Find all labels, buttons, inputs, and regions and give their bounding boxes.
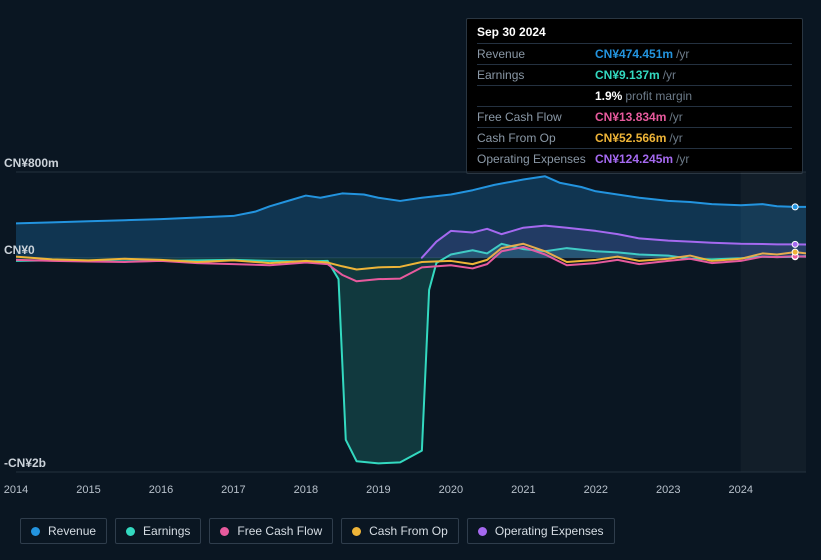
tooltip-pct-label: profit margin	[625, 89, 692, 103]
legend-item-earnings[interactable]: Earnings	[115, 518, 201, 544]
tooltip-row-suffix: /yr	[669, 110, 682, 124]
x-tick-label: 2021	[511, 484, 535, 496]
x-tick-label: 2022	[584, 484, 608, 496]
x-tick-label: 2024	[729, 484, 753, 496]
legend-label: Earnings	[143, 524, 190, 538]
legend-item-free-cash-flow[interactable]: Free Cash Flow	[209, 518, 333, 544]
tooltip-date: Sep 30 2024	[477, 25, 792, 43]
tooltip-row: RevenueCN¥474.451m /yr	[477, 43, 792, 64]
tooltip-row-value: CN¥9.137m	[595, 68, 660, 82]
legend-item-cash-from-op[interactable]: Cash From Op	[341, 518, 459, 544]
legend-label: Free Cash Flow	[237, 524, 322, 538]
tooltip-row-value: CN¥474.451m	[595, 47, 673, 61]
x-tick-label: 2019	[366, 484, 390, 496]
tooltip-row-value: CN¥52.566m	[595, 131, 666, 145]
x-tick-label: 2015	[76, 484, 100, 496]
x-tick-label: 2020	[439, 484, 463, 496]
legend-item-operating-expenses[interactable]: Operating Expenses	[467, 518, 615, 544]
tooltip-row: Free Cash FlowCN¥13.834m /yr	[477, 106, 792, 127]
y-tick-label: CN¥0	[4, 243, 35, 257]
tooltip-row-value: CN¥13.834m	[595, 110, 666, 124]
x-tick-label: 2017	[221, 484, 245, 496]
x-axis-labels: 2014201520162017201820192020202120222023…	[16, 484, 806, 504]
legend-swatch	[352, 527, 361, 536]
tooltip-row-suffix: /yr	[676, 47, 689, 61]
legend-label: Cash From Op	[369, 524, 448, 538]
y-tick-label: -CN¥2b	[4, 456, 46, 470]
financials-chart[interactable]	[16, 160, 806, 490]
x-tick-label: 2014	[4, 484, 28, 496]
tooltip-row-label: Earnings	[477, 68, 595, 82]
x-tick-label: 2016	[149, 484, 173, 496]
tooltip-row-label: Free Cash Flow	[477, 110, 595, 124]
legend-swatch	[31, 527, 40, 536]
tooltip-row: EarningsCN¥9.137m /yr	[477, 64, 792, 85]
x-tick-label: 2023	[656, 484, 680, 496]
y-tick-label: CN¥800m	[4, 156, 59, 170]
chart-tooltip: Sep 30 2024 RevenueCN¥474.451m /yrEarnin…	[466, 18, 803, 174]
chart-legend: Revenue Earnings Free Cash Flow Cash From O…	[20, 518, 615, 544]
tooltip-row-label: Revenue	[477, 47, 595, 61]
legend-swatch	[126, 527, 135, 536]
tooltip-row: 1.9% profit margin	[477, 85, 792, 106]
tooltip-row-label	[477, 89, 595, 103]
tooltip-rows: RevenueCN¥474.451m /yrEarningsCN¥9.137m …	[477, 43, 792, 169]
tooltip-pct: 1.9%	[595, 89, 622, 103]
legend-label: Revenue	[48, 524, 96, 538]
x-tick-label: 2018	[294, 484, 318, 496]
tooltip-row-suffix: /yr	[669, 131, 682, 145]
tooltip-row-suffix: /yr	[663, 68, 676, 82]
chart-svg	[16, 160, 806, 480]
legend-item-revenue[interactable]: Revenue	[20, 518, 107, 544]
legend-swatch	[220, 527, 229, 536]
legend-swatch	[478, 527, 487, 536]
tooltip-row: Cash From OpCN¥52.566m /yr	[477, 127, 792, 148]
legend-label: Operating Expenses	[495, 524, 604, 538]
tooltip-row-label: Cash From Op	[477, 131, 595, 145]
